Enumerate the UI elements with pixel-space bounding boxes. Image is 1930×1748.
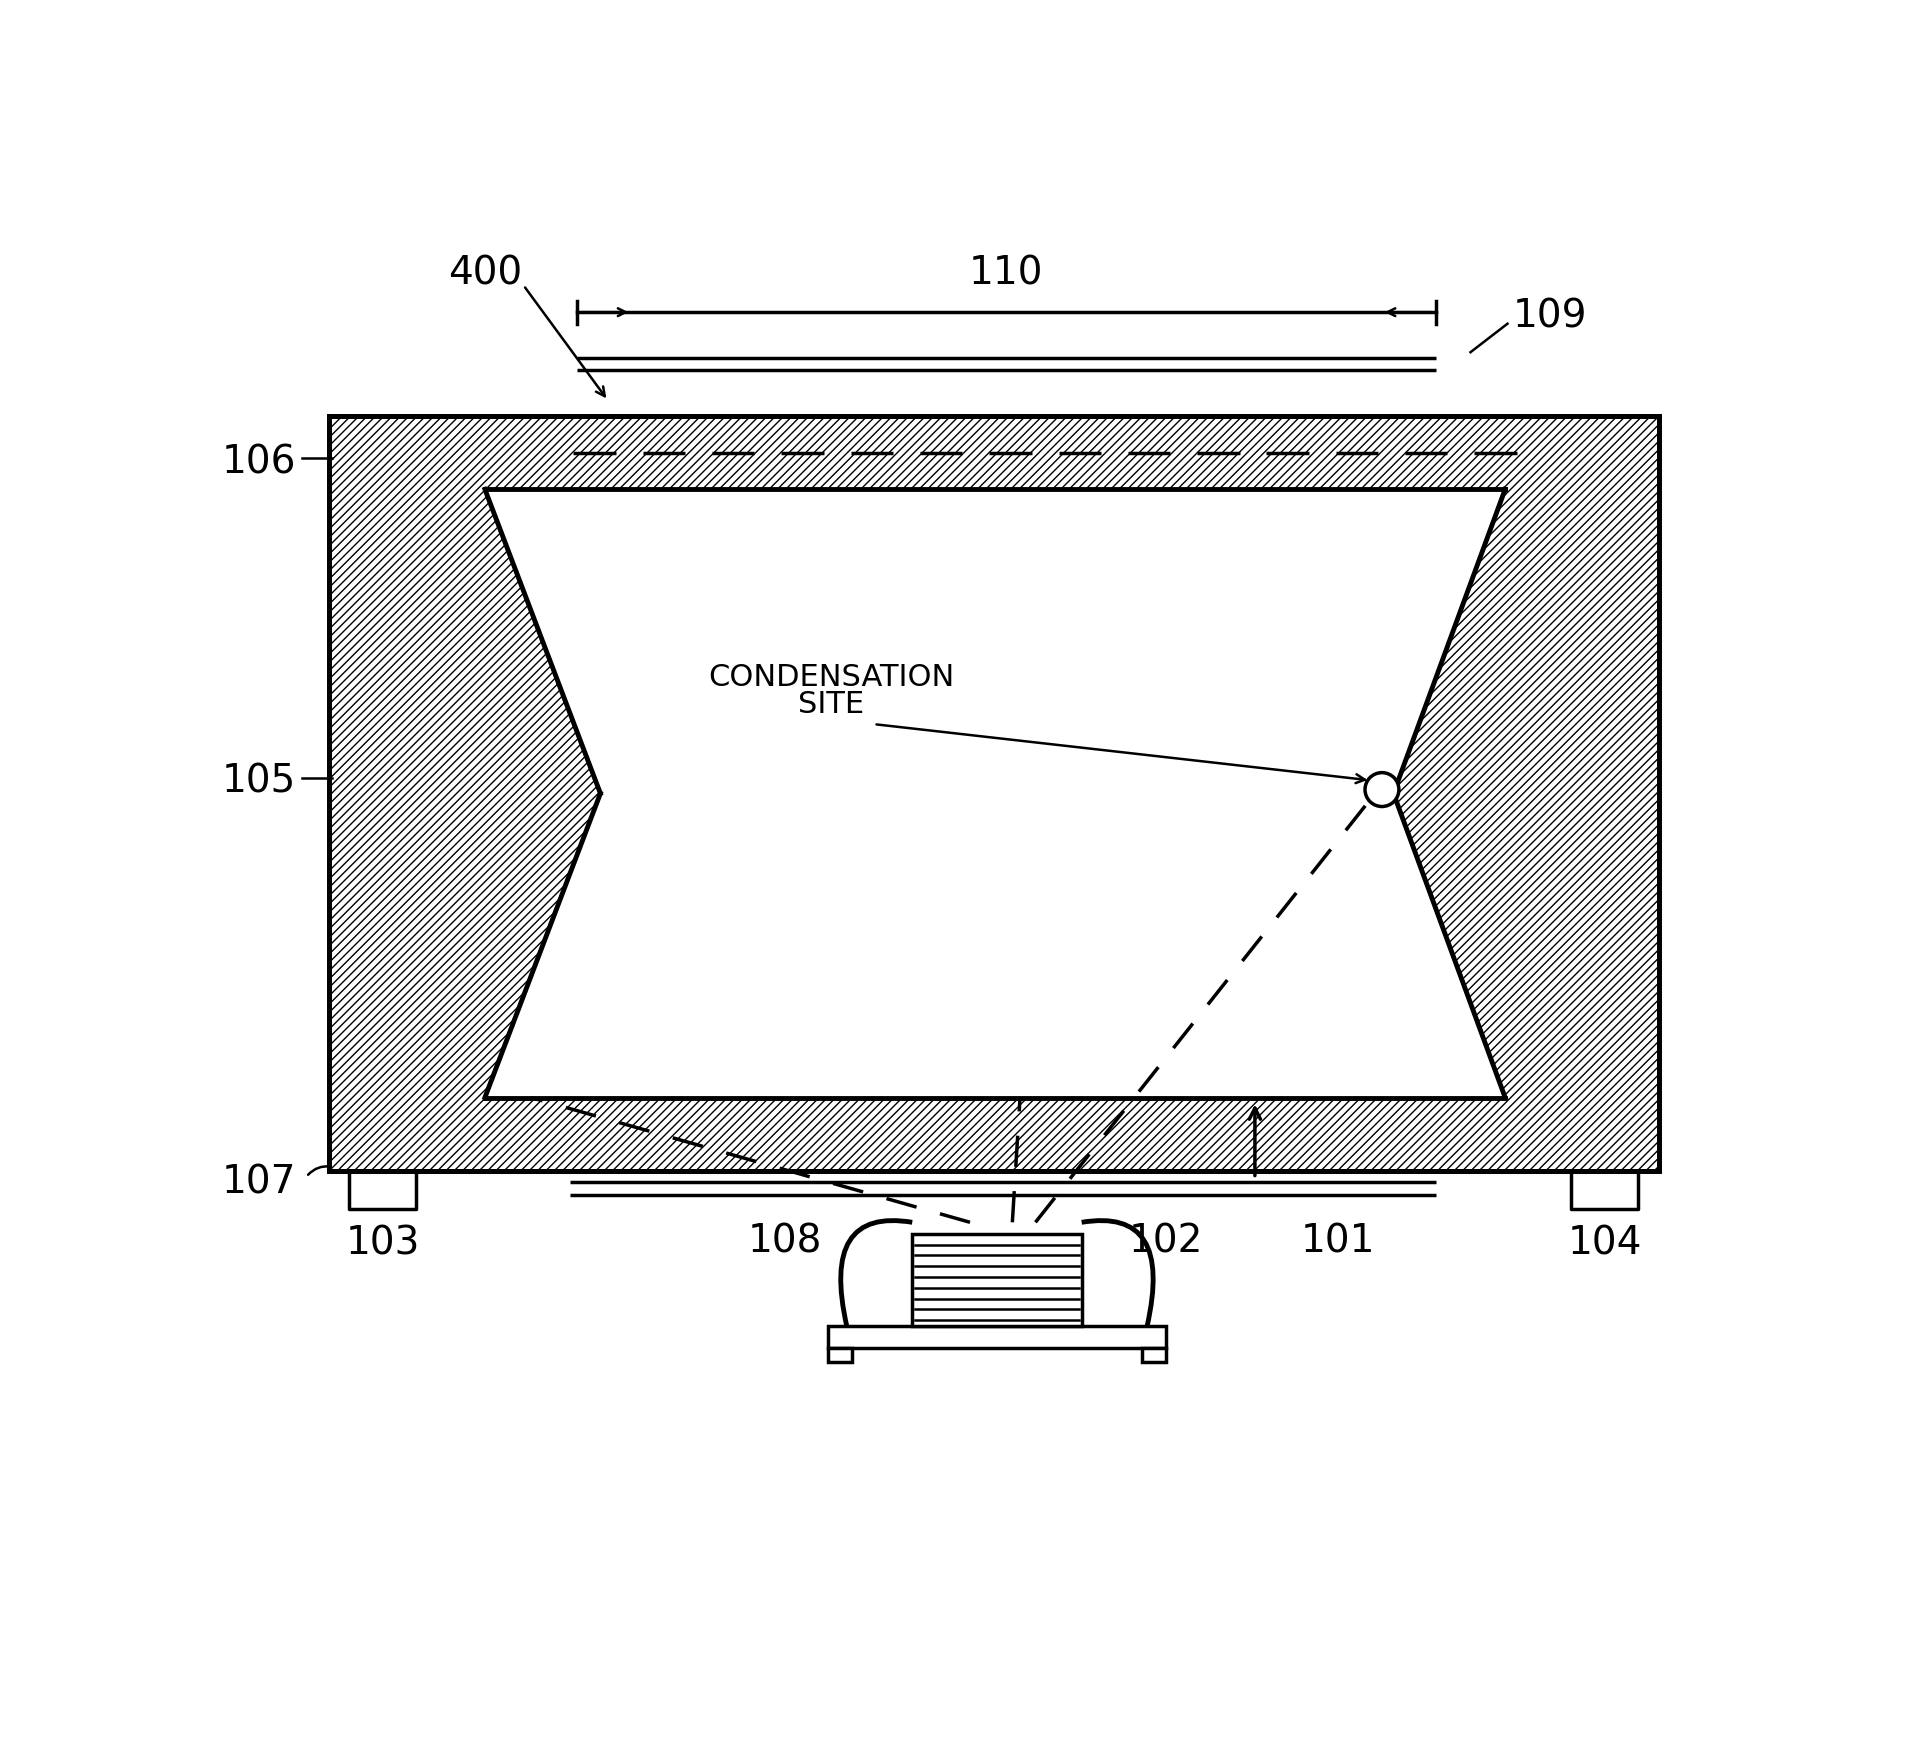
- Text: CONDENSATION: CONDENSATION: [708, 664, 953, 692]
- Text: 107: 107: [222, 1162, 295, 1201]
- Polygon shape: [330, 416, 1658, 1171]
- Text: SITE: SITE: [797, 690, 865, 720]
- Text: 102: 102: [1129, 1222, 1202, 1260]
- Text: 105: 105: [222, 762, 295, 801]
- Bar: [828, 1327, 1166, 1348]
- Bar: [1141, 1348, 1166, 1362]
- Bar: [828, 1348, 851, 1362]
- Text: 101: 101: [1301, 1222, 1374, 1260]
- Bar: [911, 1234, 1081, 1327]
- Text: 106: 106: [222, 444, 295, 481]
- Text: 400: 400: [448, 255, 521, 292]
- Text: 104: 104: [1567, 1225, 1640, 1262]
- Bar: [330, 416, 1658, 1171]
- Text: 103: 103: [345, 1225, 419, 1262]
- Text: 109: 109: [1511, 297, 1586, 336]
- Circle shape: [1365, 773, 1397, 806]
- Text: 110: 110: [969, 255, 1042, 292]
- Text: 108: 108: [747, 1222, 822, 1260]
- Polygon shape: [484, 489, 1503, 1098]
